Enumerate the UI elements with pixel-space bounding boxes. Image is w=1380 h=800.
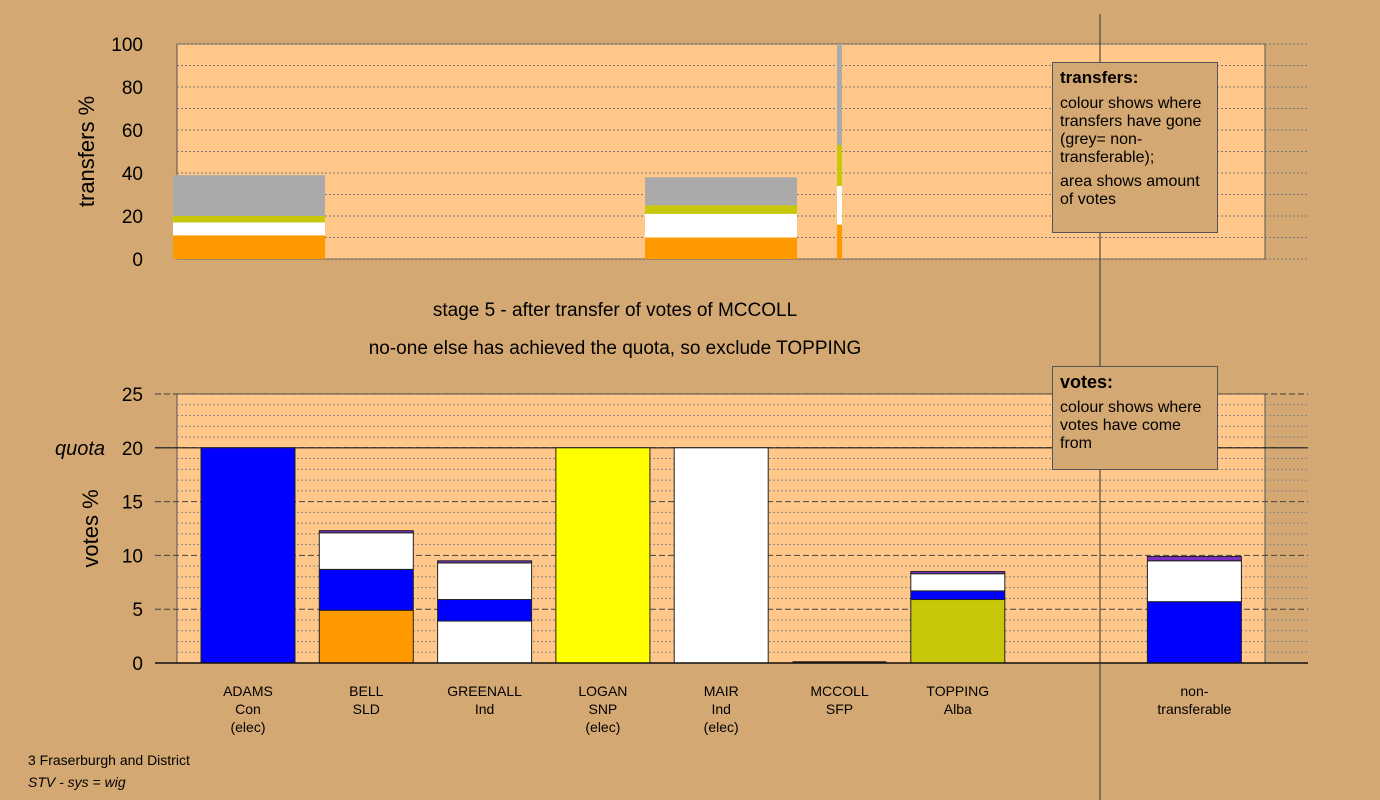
candidate-label-line: Alba <box>943 701 972 717</box>
candidate-label: ADAMS Con (elec) <box>188 682 308 736</box>
candidate-label-line: (elec) <box>230 719 266 735</box>
candidate-label: non-transferable <box>1134 682 1254 718</box>
transfer-segment-adams <box>173 216 325 223</box>
vote-segment-topping <box>910 599 1006 664</box>
transfer-segment-logan <box>645 177 797 206</box>
transfer-segment-adams <box>173 222 325 236</box>
candidate-label-line: (elec) <box>585 719 621 735</box>
candidate-label-line: SNP <box>588 701 618 717</box>
transfers-legend-title: transfers: <box>1060 68 1139 87</box>
candidate-label-line: TOPPING <box>926 683 990 699</box>
vote-segment-greenall <box>437 599 533 622</box>
vote-segment-non <box>1146 555 1242 562</box>
candidate-label-line: Ind <box>474 701 495 717</box>
vote-segment-bell <box>318 609 414 664</box>
transfers-tick-label: 60 <box>122 121 143 142</box>
votes-legend-text: colour shows where votes have come from <box>1060 399 1202 452</box>
votes-legend-title: votes: <box>1060 372 1114 392</box>
candidate-label-line: MCCOLL <box>810 683 869 699</box>
vote-segment-non <box>1146 560 1242 603</box>
votes-tick-label: 5 <box>132 600 143 621</box>
candidate-label-line: SLD <box>352 701 380 717</box>
transfer-segment-adams <box>173 235 325 259</box>
transfer-segment-logan <box>645 205 797 214</box>
transfer-segment-logan <box>645 213 797 238</box>
candidate-label-line: SFP <box>825 701 854 717</box>
votes-tick-label: 20 <box>122 439 143 460</box>
vote-segment-adams <box>200 447 296 664</box>
candidate-label-line: transferable <box>1157 701 1232 717</box>
transfer-segment-mccoll <box>837 224 842 259</box>
votes-axis-label: votes % <box>78 489 103 567</box>
votes-tick-label: 25 <box>122 385 143 406</box>
transfers-legend: transfers: colour shows where transfers … <box>1052 62 1218 233</box>
candidate-label-line: BELL <box>349 683 384 699</box>
transfers-tick-label: 40 <box>122 164 143 185</box>
transfer-segment-mccoll <box>837 185 842 225</box>
vote-segment-bell <box>318 568 414 611</box>
vote-segment-greenall <box>437 620 533 664</box>
votes-tick-label: 15 <box>122 493 143 514</box>
votes-tick-label: 10 <box>122 546 143 567</box>
stage-subtitle: no-one else has achieved the quota, so e… <box>368 338 862 359</box>
transfers-tick-label: 0 <box>132 250 143 271</box>
candidate-label: MAIR Ind (elec) <box>661 682 781 736</box>
candidate-label: GREENALL Ind <box>425 682 545 718</box>
vote-segment-greenall <box>437 560 533 564</box>
vote-segment-mair <box>673 447 769 664</box>
candidate-label: MCCOLL SFP <box>780 682 900 718</box>
transfers-legend-text-1: colour shows where transfers have gone (… <box>1060 95 1202 166</box>
transfers-tick-label: 20 <box>122 207 143 228</box>
vote-segment-non <box>1146 601 1242 664</box>
vote-segment-bell <box>318 530 414 534</box>
candidate-label: TOPPING Alba <box>898 682 1018 718</box>
quota-label: quota <box>55 438 105 460</box>
transfer-segment-mccoll <box>837 145 842 186</box>
votes-legend: votes: colour shows where votes have com… <box>1052 366 1218 470</box>
candidate-label-line: LOGAN <box>578 683 628 699</box>
stage-title: stage 5 - after transfer of votes of MCC… <box>432 300 798 321</box>
votes-tick-label: 0 <box>132 654 143 675</box>
transfer-segment-logan <box>645 237 797 259</box>
candidate-label: BELL SLD <box>306 682 426 718</box>
candidate-label-line: (elec) <box>703 719 739 735</box>
candidate-label-line: ADAMS <box>223 683 273 699</box>
vote-segment-greenall <box>437 562 533 601</box>
vote-segment-logan <box>555 447 651 664</box>
vote-segment-topping <box>910 590 1006 601</box>
vote-segment-topping <box>910 573 1006 592</box>
candidate-label: LOGAN SNP (elec) <box>543 682 663 736</box>
candidate-label-line: Con <box>235 701 261 717</box>
vote-segment-topping <box>910 571 1006 575</box>
system-name: STV - sys = wig <box>28 774 126 790</box>
ward-name: 3 Fraserburgh and District <box>28 752 190 768</box>
candidate-label-line: MAIR <box>703 683 739 699</box>
vote-segment-bell <box>318 532 414 570</box>
transfer-segment-mccoll <box>837 44 842 146</box>
transfers-legend-text-2: area shows amount of votes <box>1060 173 1200 208</box>
transfers-tick-label: 80 <box>122 78 143 99</box>
candidate-label-line: Ind <box>711 701 731 717</box>
transfers-tick-label: 100 <box>111 35 143 56</box>
transfers-axis-label: transfers % <box>74 96 99 207</box>
candidate-label-line: GREENALL <box>447 683 522 699</box>
transfer-segment-adams <box>173 175 325 216</box>
candidate-label-line: non- <box>1180 683 1209 699</box>
